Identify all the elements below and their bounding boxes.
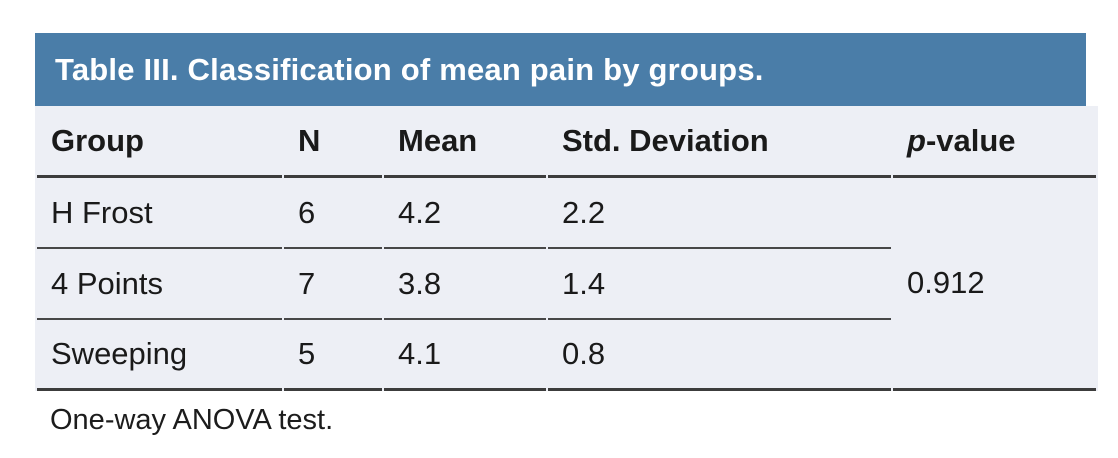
cell-group: H Frost	[37, 178, 282, 249]
col-header-p-value: p-value	[893, 106, 1096, 178]
cell-mean: 3.8	[384, 249, 546, 320]
table-title: Table III. Classification of mean pain b…	[55, 51, 764, 87]
table-row: H Frost 6 4.2 2.2 0.912	[37, 178, 1096, 391]
header-row: Group N Mean Std. Deviation p-value	[37, 106, 1096, 178]
cell-std-deviation: 1.4	[548, 249, 891, 320]
p-value-italic-p: p	[907, 122, 926, 158]
cell-group: Sweeping	[37, 320, 282, 391]
cell-n: 5	[284, 320, 382, 391]
col-header-group: Group	[37, 106, 282, 178]
table-card: Table III. Classification of mean pain b…	[35, 33, 1098, 437]
table-title-bar: Table III. Classification of mean pain b…	[35, 33, 1086, 106]
cell-std-deviation: 0.8	[548, 320, 891, 391]
cell-mean: 4.2	[384, 178, 546, 249]
cell-p-value: 0.912	[893, 178, 1096, 391]
cell-group: 4 Points	[37, 249, 282, 320]
col-header-n: N	[284, 106, 382, 178]
table-row: Sweeping 5 4.1 0.8	[37, 320, 1096, 391]
col-header-mean: Mean	[384, 106, 546, 178]
p-value-rest: -value	[925, 122, 1016, 158]
cell-n: 6	[284, 178, 382, 249]
cell-std-deviation: 2.2	[548, 178, 891, 249]
cell-mean: 4.1	[384, 320, 546, 391]
data-table: Group N Mean Std. Deviation p-value H Fr…	[35, 106, 1098, 391]
col-header-std-deviation: Std. Deviation	[548, 106, 891, 178]
table-footnote: One-way ANOVA test.	[50, 404, 334, 436]
table-row: 4 Points 7 3.8 1.4	[37, 249, 1096, 320]
cell-n: 7	[284, 249, 382, 320]
